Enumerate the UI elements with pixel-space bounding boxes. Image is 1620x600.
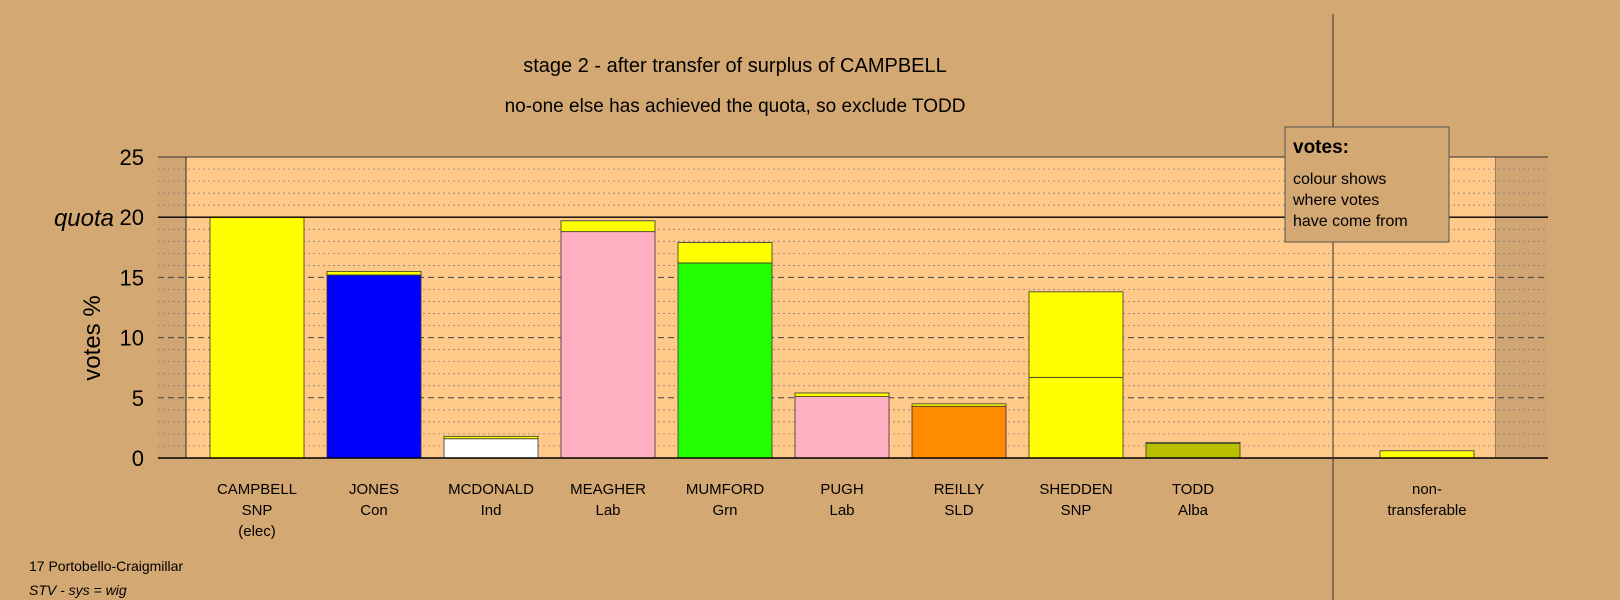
- x-tick-label: CAMPBELL: [217, 481, 297, 498]
- bar-segment: [209, 216, 305, 459]
- bar-segment: [794, 392, 890, 397]
- y-tick-labels: 0 5 10 15 20 25: [120, 145, 144, 471]
- bar-segment: [560, 231, 656, 459]
- x-tick-label: REILLY: [934, 481, 985, 498]
- chart-title: stage 2 - after transfer of surplus of C…: [523, 55, 947, 77]
- bar-segment: [326, 274, 422, 459]
- y-tick-label: 20: [120, 205, 144, 230]
- x-tick-label: Lab: [595, 502, 620, 519]
- quota-label: quota: [54, 205, 114, 232]
- plot-side-area-left: [158, 157, 186, 458]
- x-tick-label: MEAGHER: [570, 481, 646, 498]
- bar-segment: [794, 396, 890, 459]
- system-note: STV - sys = wig: [29, 582, 127, 598]
- x-tick-label: MCDONALD: [448, 481, 534, 498]
- y-axis-label: votes %: [79, 295, 106, 380]
- legend-line: have come from: [1293, 213, 1408, 230]
- bar-segment: [1028, 291, 1124, 378]
- x-tick-label: MUMFORD: [686, 481, 764, 498]
- legend: votes: colour shows where votes have com…: [1284, 126, 1450, 243]
- y-tick-label: 0: [132, 446, 144, 471]
- bar-segment: [1028, 376, 1124, 459]
- x-tick-label: SNP: [242, 502, 273, 519]
- chart-subtitle: no-one else has achieved the quota, so e…: [505, 96, 966, 117]
- x-tick-label: Ind: [481, 502, 502, 519]
- x-tick-label: transferable: [1387, 502, 1466, 519]
- y-tick-label: 25: [120, 145, 144, 170]
- bars: [209, 216, 1475, 459]
- legend-line: where votes: [1292, 192, 1379, 209]
- ward-name: 17 Portobello-Craigmillar: [29, 558, 184, 574]
- x-tick-label: SHEDDEN: [1039, 481, 1112, 498]
- y-tick-label: 10: [120, 326, 144, 351]
- bar-segment: [443, 435, 539, 440]
- x-tick-label: (elec): [238, 523, 276, 540]
- x-tick-label: Alba: [1178, 502, 1209, 519]
- x-tick-label: TODD: [1172, 481, 1214, 498]
- x-tick-label: non-: [1412, 481, 1442, 498]
- x-tick-label: Lab: [829, 502, 854, 519]
- x-tick-labels: CAMPBELL SNP (elec) JONES Con MCDONALD Ind MEAG…: [217, 481, 1467, 540]
- bar-segment: [560, 220, 656, 233]
- bar-segment: [911, 403, 1007, 407]
- x-tick-label: JONES: [349, 481, 399, 498]
- bar-segment: [326, 270, 422, 276]
- bar-segment: [443, 438, 539, 459]
- x-tick-label: Con: [360, 502, 388, 519]
- x-tick-label: Grn: [712, 502, 737, 519]
- legend-line: colour shows: [1293, 171, 1386, 188]
- bar-segment: [1379, 450, 1475, 459]
- bar-segment: [1145, 441, 1241, 444]
- y-tick-label: 5: [132, 386, 144, 411]
- bar-segment: [677, 262, 773, 459]
- y-tick-label: 15: [120, 265, 144, 290]
- x-tick-label: SNP: [1061, 502, 1092, 519]
- bar-segment: [1145, 443, 1241, 459]
- legend-box: [1284, 126, 1450, 243]
- bar-segment: [911, 405, 1007, 459]
- bar-segment: [677, 242, 773, 264]
- plot-side-area-right: [1496, 157, 1548, 458]
- legend-title: votes:: [1293, 137, 1349, 158]
- x-tick-label: PUGH: [820, 481, 863, 498]
- x-tick-label: SLD: [944, 502, 973, 519]
